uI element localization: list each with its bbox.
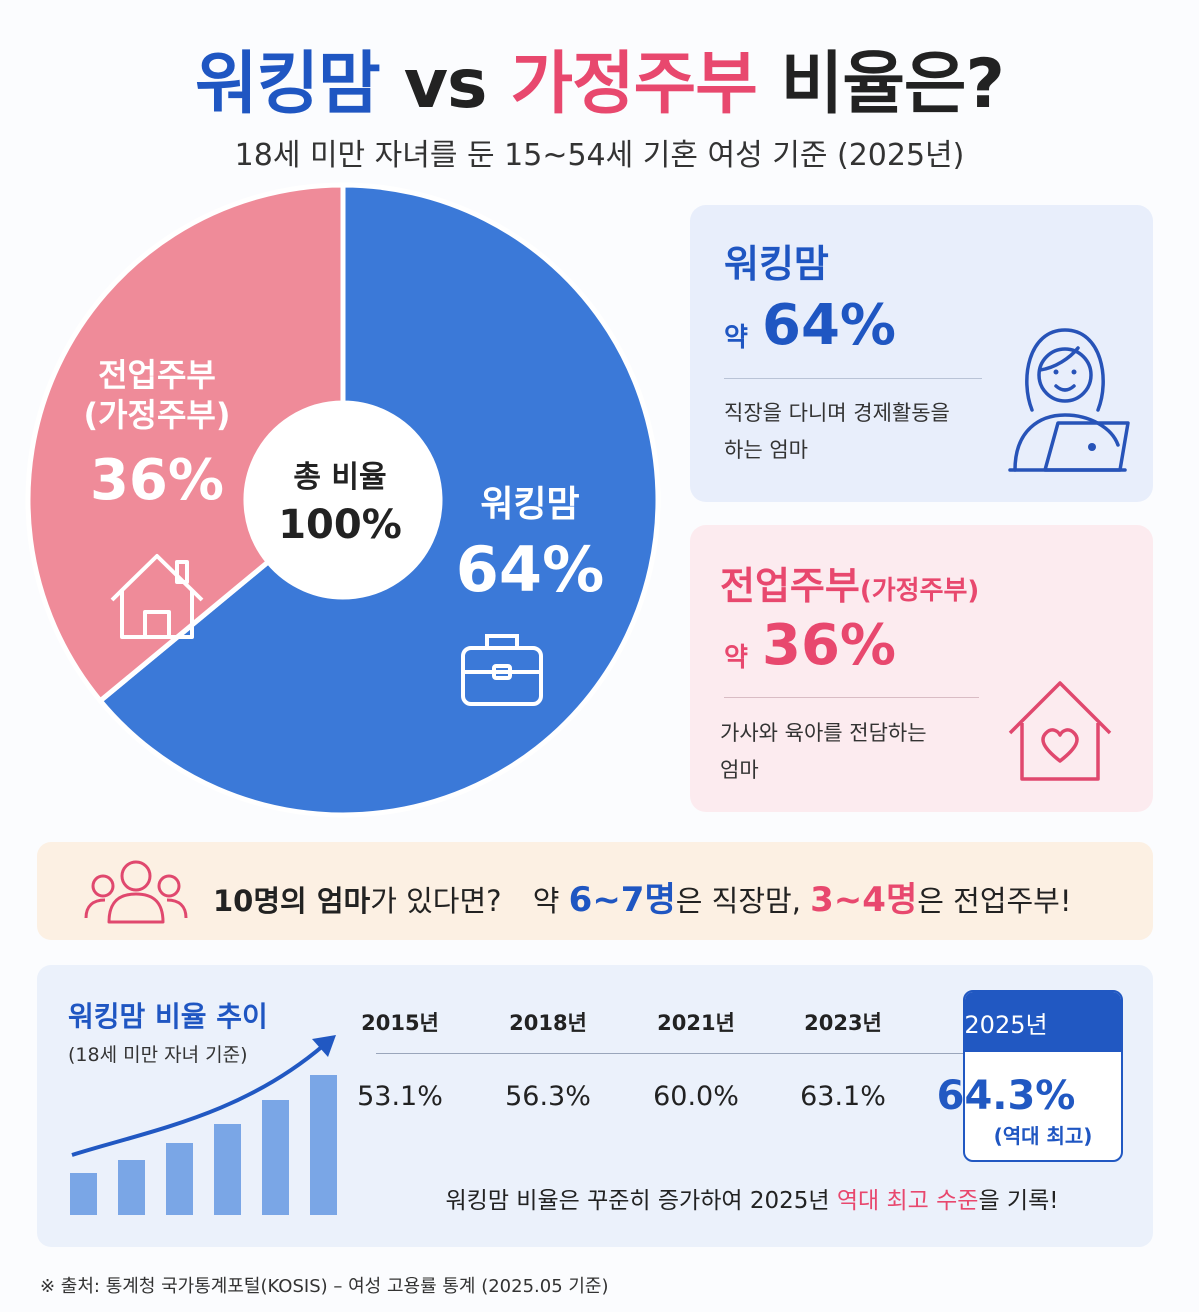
year-value: 56.3%: [505, 1081, 591, 1112]
title-part: vs: [403, 45, 488, 124]
pie-center-label: 총 비율: [293, 460, 387, 495]
year-value: 53.1%: [357, 1081, 443, 1112]
banner-part: 은 직장맘,: [675, 884, 801, 918]
pie-hole: [246, 403, 440, 597]
card-value: 36%: [762, 613, 897, 678]
card-description: 직장을 다니며 경제활동을 하는 엄마: [724, 401, 950, 462]
trend-icon: [70, 1035, 337, 1215]
highlight-note: (역대 최고): [993, 1124, 1093, 1148]
year-label: 2015년: [361, 1011, 439, 1035]
year-label: 2023년: [804, 1011, 882, 1035]
pie-value-label: 64%: [455, 533, 605, 606]
pie-value-label: 36%: [89, 448, 225, 513]
year-label: 2025년: [964, 1011, 1048, 1039]
pie-category: 전업주부 (가정주부): [83, 356, 231, 434]
year-label: 2021년: [657, 1011, 735, 1035]
banner-part: 약: [532, 884, 560, 918]
banner-text: 10명의 엄마가 있다면? 약 6~7명은 직장맘, 3~4명은 전업주부!: [213, 872, 1071, 921]
pie-category: 워킹맘: [480, 484, 580, 525]
divider: [724, 378, 982, 379]
card-prefix: 약: [724, 323, 748, 353]
year-value: 63.1%: [800, 1081, 886, 1112]
banner-part: 은 전업주부!: [917, 884, 1072, 918]
divider: [376, 1053, 966, 1054]
highlight-box: [963, 990, 1123, 1162]
people-icon: [84, 860, 188, 924]
card-name: 전업주부: [720, 564, 860, 608]
card-description: 가사와 육아를 전담하는 엄마: [720, 721, 927, 782]
card-name: 워킹맘: [724, 242, 829, 286]
trend-summary: 워킹맘 비율은 꾸준히 증가하여 2025년 역대 최고 수준을 기록!: [377, 1181, 1127, 1215]
summary-part: 을 기록!: [978, 1188, 1059, 1214]
title-part: 비율은?: [780, 45, 1005, 124]
title-part: 워킹맘: [195, 45, 381, 124]
card-working: 워킹맘 약 64% 직장을 다니며 경제활동을 하는 엄마: [690, 205, 1153, 502]
summary-part: 역대 최고 수준: [836, 1188, 979, 1214]
trend-title: 워킹맘 비율 추이: [68, 1000, 268, 1033]
trend-panel: 워킹맘 비율 추이 (18세 미만 자녀 기준) 2015년 53.1% 2018년…: [37, 965, 1153, 1247]
banner-part: 6~7명: [568, 880, 676, 920]
banner-part: 10명의 엄마: [213, 884, 371, 918]
trend-subtitle: (18세 미만 자녀 기준): [68, 1044, 248, 1066]
card-value: 64%: [762, 293, 897, 358]
banner-part: 3~4명: [810, 880, 918, 920]
subtitle: 18세 미만 자녀를 둔 15~54세 기혼 여성 기준 (2025년): [234, 138, 965, 173]
card-name-note: (가정주부): [859, 576, 980, 606]
year-value: 60.0%: [653, 1081, 739, 1112]
working-mom-icon: [1008, 328, 1130, 472]
divider: [724, 697, 979, 698]
title-part: 가정주부: [510, 45, 758, 124]
card-heading: 전업주부(가정주부): [720, 555, 979, 610]
year-value: 64.3%: [936, 1073, 1076, 1119]
highlight-header: [965, 992, 1121, 1052]
banner: 10명의 엄마가 있다면? 약 6~7명은 직장맘, 3~4명은 전업주부!: [37, 842, 1153, 940]
card-prefix: 약: [724, 643, 748, 673]
card-homemaker: 전업주부(가정주부) 약 36% 가사와 육아를 전담하는 엄마: [690, 525, 1153, 812]
banner-part: 가 있다면?: [370, 884, 502, 918]
summary-part: 워킹맘 비율은 꾸준히 증가하여 2025년: [445, 1188, 830, 1214]
footer-source: ※ 출처: 통계청 국가통계포털(KOSIS) – 여성 고용률 통계 (202…: [40, 1276, 609, 1297]
pie-center-value: 100%: [278, 502, 402, 548]
home-heart-icon: [1008, 681, 1112, 781]
title: 워킹맘 vs 가정주부 비율은?: [0, 28, 1199, 127]
year-label: 2018년: [509, 1011, 587, 1035]
